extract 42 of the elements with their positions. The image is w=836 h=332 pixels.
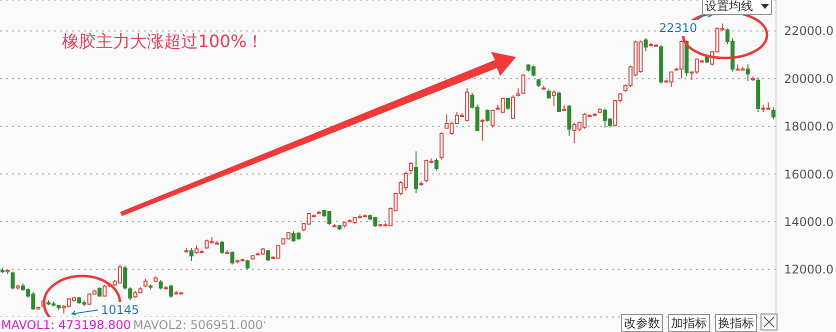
candlestick [168,284,173,298]
candlestick [189,247,194,262]
y-tick-label: 14000.0 [784,214,834,229]
annotation: 设置均线 [705,0,753,13]
annotation: 22310 [659,21,698,35]
candlestick [490,109,495,128]
y-tick-label: 16000.0 [784,167,834,182]
annotation: 10145 [101,303,140,317]
candlestick [414,150,418,194]
candlestick [746,64,750,82]
candlestick [556,91,561,113]
candlestick [123,265,128,290]
candlestick [771,106,776,120]
y-tick-label: 20000.0 [784,72,834,86]
candlestick [408,162,413,174]
annotation: 改参数 [624,316,660,330]
candlestick [521,73,526,95]
candlestick [511,94,516,120]
candlestick [246,259,250,270]
annotation: 橡胶主力大涨超过100%！ [62,32,264,52]
candlestick [506,97,510,110]
candlestick [552,90,556,107]
candlestick [220,240,224,254]
candlestick [480,118,484,142]
candlestick [546,88,551,100]
candlestick [266,250,270,262]
y-tick-label: 18000.0 [784,120,834,134]
candlestick [567,104,572,136]
candlestick [644,38,648,52]
candlestick [128,286,132,301]
annotation: 换指标 [718,316,754,330]
text: MAVOL2: 506951.000 [133,318,263,332]
y-tick-label: 22000.0 [784,24,834,38]
candlestick [486,109,490,122]
candlestick [158,280,163,290]
candlestick [434,158,438,171]
annotation: 加指标 [671,316,707,330]
candlestick [440,132,444,160]
candlestick [10,271,15,290]
candlestick [230,250,234,266]
text: MAVOL1: 473198.800 [1,318,131,332]
y-tick-label: 12000.0 [784,262,834,277]
